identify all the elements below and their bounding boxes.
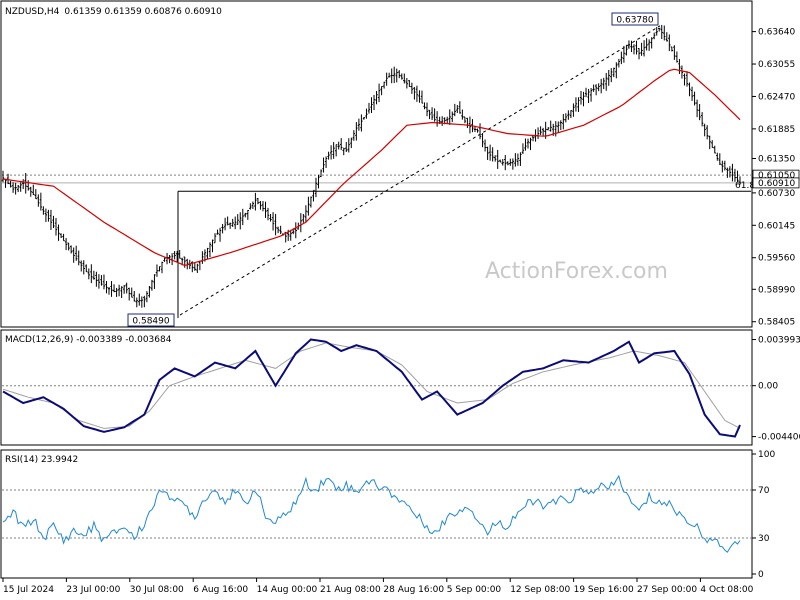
time-tick-label: 14 Aug 00:00: [257, 585, 318, 595]
price-tick-label: 0.61050: [758, 171, 795, 181]
macd-tick-label: 0.00: [758, 382, 778, 392]
price-pane-title: NZDUSD,H4 0.61359 0.61359 0.60876 0.60910: [5, 7, 222, 17]
rsi-layer: [2, 474, 751, 553]
watermark-text: ActionForex.com: [485, 259, 668, 284]
time-tick-label: 19 Sep 16:00: [574, 585, 634, 595]
rsi-tick-label: 30: [758, 534, 770, 544]
time-tick-label: 4 Oct 08:00: [700, 585, 753, 595]
symbol-label: NZDUSD,H4: [5, 7, 60, 17]
price-tick-label: 0.61350: [758, 155, 795, 165]
time-tick-label: 23 Jul 00:00: [66, 585, 120, 595]
time-tick-label: 5 Sep 00:00: [447, 585, 502, 595]
high-price-label-box: [611, 12, 659, 26]
macd-tick-label: -0.004406: [758, 433, 800, 443]
price-tick-label: 0.58405: [758, 318, 795, 328]
ohlc-readout: 0.61359 0.61359 0.60876 0.60910: [64, 7, 222, 17]
time-tick-label: 6 Aug 16:00: [193, 585, 248, 595]
rsi-tick-label: 70: [758, 486, 770, 496]
price-tick-label: 0.59560: [758, 254, 795, 264]
price-tick-label: 0.63640: [758, 28, 795, 38]
price-level-tag-box: [752, 177, 800, 189]
price-tick-label: 0.60730: [758, 189, 795, 199]
rsi-tick-label: 100: [758, 450, 775, 460]
high-price-label: 0.63780: [616, 16, 653, 26]
macd-tick-label: 0.003993: [758, 336, 800, 346]
time-tick-label: 15 Jul 2024: [3, 585, 54, 595]
price-tick-label: 0.61885: [758, 125, 795, 135]
price-tick-label: 0.60145: [758, 221, 795, 231]
time-tick-label: 27 Sep 00:00: [637, 585, 697, 595]
macd-layer: [2, 338, 751, 438]
price-tick-label: 0.58990: [758, 285, 795, 295]
macd-pane-border: [0, 329, 753, 446]
rsi-pane-title: RSI(14) 23.9942: [5, 455, 78, 465]
time-tick-label: 12 Sep 08:00: [510, 585, 570, 595]
rsi-line: [2, 474, 741, 553]
axis-layer: 0.63640 0.63055 0.62470 0.61885 0.61350 0.610…: [2, 28, 800, 595]
moving-average-line: [2, 68, 741, 267]
macd-main-line: [2, 338, 741, 438]
time-tick-label: 30 Jul 08:00: [130, 585, 184, 595]
fib-ratio-label: 61.8: [735, 181, 755, 191]
rsi-tick-label: 0: [758, 570, 764, 580]
time-tick-label: 21 Aug 08:00: [320, 585, 381, 595]
price-tick-label: 0.62470: [758, 92, 795, 102]
time-tick-label: 28 Aug 16:00: [383, 585, 444, 595]
macd-pane-title: MACD(12,26,9) -0.003389 -0.003684: [5, 335, 172, 345]
low-price-label: 0.58490: [132, 317, 169, 327]
price-tick-label: 0.63055: [758, 60, 795, 70]
price-layer: 0.63780 0.58490 61.8: [1, 12, 755, 327]
rsi-pane-border: [0, 449, 753, 579]
low-price-label-box: [127, 313, 175, 327]
price-tick-label: 0.60910: [758, 179, 795, 189]
price-pane-border: [0, 0, 753, 328]
